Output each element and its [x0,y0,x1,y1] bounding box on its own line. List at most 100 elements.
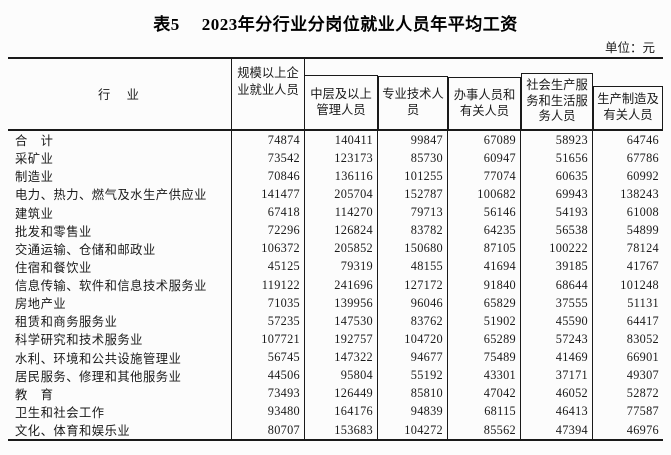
value-professional-technicians: 101255 [378,167,448,186]
value-production-workers: 67786 [626,150,659,165]
value-managers: 241696 [305,276,378,295]
value-clerical-staff: 65289 [448,330,521,349]
value-production-workers: 61008 [626,205,659,220]
table-row: 建筑业 67418 114270 79713 56146 54193 61008 [8,203,663,222]
value-production-workers: 64746 [626,132,659,147]
value-professional-technicians: 150680 [378,239,448,258]
page-title: 表5 2023年分行业分岗位就业人员年平均工资 [0,10,671,35]
industry-name: 采矿业 [8,149,232,168]
value-scale-enterprise-employees: 71035 [232,294,305,313]
value-service-personnel: 68644 [521,276,593,295]
value-service-personnel: 41469 [521,348,593,367]
value-managers: 139956 [305,294,378,313]
value-managers: 79319 [305,257,378,276]
value-scale-enterprise-employees: 57235 [232,312,305,331]
industry-name: 批发和零售业 [8,221,232,240]
col-header-clerical-staff-label: 办事人员和 有关人员 [448,77,521,129]
value-scale-enterprise-employees: 70846 [232,167,305,186]
value-managers: 147322 [305,348,378,367]
value-clerical-staff: 56146 [448,203,521,222]
value-scale-enterprise-employees: 93480 [232,402,305,421]
value-clerical-staff: 47042 [448,384,521,403]
value-clerical-staff: 51902 [448,312,521,331]
value-professional-technicians: 48155 [378,257,448,276]
industry-name: 卫生和社会工作 [8,402,232,421]
value-clerical-staff: 77074 [448,167,521,186]
value-clerical-staff: 85562 [448,421,521,440]
unit-label: 单位：元 [604,41,655,55]
table-number-label: 表5 [153,15,180,34]
value-managers: 136116 [305,167,378,186]
table-row: 租赁和商务服务业 57235 147530 83762 51902 45590 … [8,312,663,331]
col-header-industry: 行 业 [8,59,232,129]
industry-name: 教 育 [8,384,232,403]
value-clerical-staff: 100682 [448,185,521,204]
value-managers: 114270 [305,203,378,222]
table-row: 采矿业 73542 123173 85730 60947 51656 67786 [8,149,663,168]
col-header-managers-label: 中层及以上 管理人员 [305,75,378,129]
value-clerical-staff: 67089 [448,131,521,150]
value-managers: 205704 [305,185,378,204]
value-professional-technicians: 104272 [378,421,448,440]
value-managers: 205852 [305,239,378,258]
value-scale-enterprise-employees: 44506 [232,366,305,385]
value-service-personnel: 37555 [521,294,593,313]
value-service-personnel: 60635 [521,167,593,186]
value-production-workers: 46976 [626,422,659,437]
col-header-service-personnel: 社会生产服 务和生活服 务人员 [521,59,593,129]
col-header-clerical-staff: 办事人员和 有关人员 [448,59,521,129]
industry-name: 住宿和餐饮业 [8,257,232,276]
value-managers: 164176 [305,402,378,421]
value-scale-enterprise-employees: 72296 [232,221,305,240]
table-header-row: 行 业 规模以上企 业就业人员 中层及以上 管理人员 专业技术人 员 办事人员和… [8,59,663,131]
industry-name: 水利、环境和公共设施管理业 [8,348,232,367]
value-managers: 126449 [305,384,378,403]
value-service-personnel: 58923 [521,131,593,150]
col-header-professional-technicians: 专业技术人 员 [378,59,448,129]
col-header-managers: 中层及以上 管理人员 [305,59,378,129]
industry-name: 合 计 [8,131,232,150]
value-production-workers: 51131 [627,295,659,310]
value-professional-technicians: 85810 [378,384,448,403]
value-production-workers: 77587 [626,404,659,419]
value-service-personnel: 46052 [521,384,593,403]
value-managers: 95804 [305,366,378,385]
value-clerical-staff: 75489 [448,348,521,367]
table-row: 教 育 73493 126449 85810 47042 46052 52872 [8,384,663,403]
value-service-personnel: 54193 [521,203,593,222]
value-production-workers: 66901 [626,350,659,365]
value-production-workers: 60992 [626,168,659,183]
value-production-workers: 78124 [626,241,659,256]
value-scale-enterprise-employees: 106372 [232,239,305,258]
value-clerical-staff: 87105 [448,239,521,258]
value-service-personnel: 51656 [521,149,593,168]
col-header-professional-technicians-label: 专业技术人 员 [378,76,448,129]
value-scale-enterprise-employees: 74874 [232,131,305,150]
value-production-workers: 83052 [626,331,659,346]
value-production-workers: 64417 [626,313,659,328]
value-service-personnel: 37171 [521,366,593,385]
industry-name: 建筑业 [8,203,232,222]
value-scale-enterprise-employees: 119122 [232,276,305,295]
col-header-scale-enterprise-employees: 规模以上企 业就业人员 [232,59,305,129]
value-clerical-staff: 65829 [448,294,521,313]
value-scale-enterprise-employees: 56745 [232,348,305,367]
value-service-personnel: 57243 [521,330,593,349]
value-professional-technicians: 55192 [378,366,448,385]
value-professional-technicians: 79713 [378,203,448,222]
table-row: 合 计 74874 140411 99847 67089 58923 64746 [8,131,663,150]
value-professional-technicians: 83762 [378,312,448,331]
industry-name: 信息传输、软件和信息技术服务业 [8,276,232,295]
value-scale-enterprise-employees: 67418 [232,203,305,222]
table-row: 交通运输、仓储和邮政业 106372 205852 150680 87105 1… [8,239,663,258]
value-scale-enterprise-employees: 73542 [232,149,305,168]
table-row: 制造业 70846 136116 101255 77074 60635 6099… [8,167,663,186]
industry-name: 制造业 [8,167,232,186]
value-production-workers: 41767 [626,259,659,274]
value-professional-technicians: 99847 [378,131,448,150]
value-scale-enterprise-employees: 73493 [232,384,305,403]
table-row: 住宿和餐饮业 45125 79319 48155 41694 39185 417… [8,257,663,276]
table-row: 信息传输、软件和信息技术服务业 119122 241696 127172 918… [8,276,663,295]
value-service-personnel: 56538 [521,221,593,240]
value-professional-technicians: 152787 [378,185,448,204]
